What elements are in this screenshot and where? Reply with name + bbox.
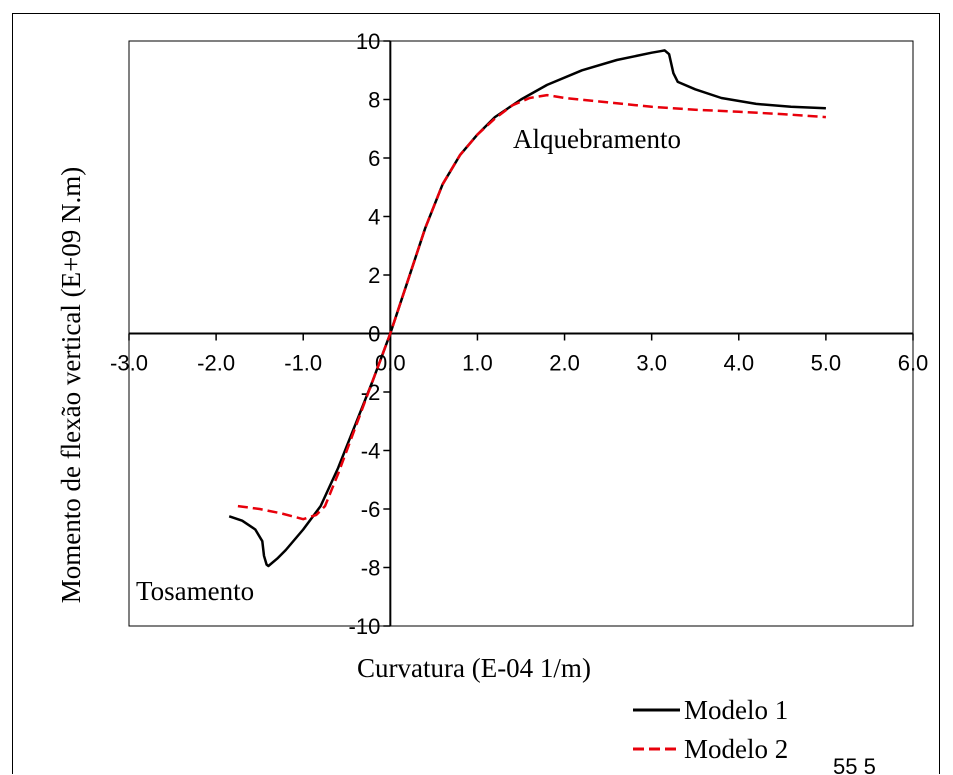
x-tick-label: 3.0 [636, 351, 667, 376]
legend: Modelo 1 Modelo 2 [633, 695, 788, 764]
annotation-alquebramento: Alquebramento [513, 124, 681, 154]
axes: -3.0 -2.0 -1.0 0.0 1.0 2.0 3.0 4.0 5.0 6.0-10-8-6… [110, 29, 928, 639]
series-line-modelo-2 [237, 93, 826, 521]
x-axis-title: Curvatura (E-04 1/m) [357, 653, 591, 683]
footer-fragment: 55 5 [833, 754, 876, 775]
series-layer [228, 49, 826, 568]
y-tick-label: 4 [368, 205, 380, 230]
y-tick-label: -10 [349, 614, 381, 639]
x-tick-label: 6.0 [898, 351, 929, 376]
legend-label-modelo-2: Modelo 2 [684, 734, 788, 764]
y-tick-label: 6 [368, 146, 380, 171]
annotation-tosamento: Tosamento [136, 576, 254, 606]
y-tick-label: -8 [361, 556, 381, 581]
y-tick-label: 2 [368, 263, 380, 288]
y-tick-label: 0 [368, 322, 380, 347]
y-tick-label: 8 [368, 88, 380, 113]
y-tick-label: -6 [361, 497, 381, 522]
x-tick-label: 5.0 [811, 351, 842, 376]
x-tick-label: 1.0 [462, 351, 493, 376]
legend-label-modelo-1: Modelo 1 [684, 695, 788, 725]
x-tick-label: -3.0 [110, 351, 148, 376]
y-tick-label: 10 [356, 29, 380, 54]
x-tick-label: 4.0 [723, 351, 754, 376]
y-axis-title: Momento de flexão vertical (E+09 N.m) [56, 167, 86, 604]
x-tick-label: -1.0 [284, 351, 322, 376]
chart-frame [12, 13, 940, 774]
y-tick-label: -4 [361, 439, 381, 464]
x-tick-label: 2.0 [549, 351, 580, 376]
x-tick-label: -2.0 [197, 351, 235, 376]
